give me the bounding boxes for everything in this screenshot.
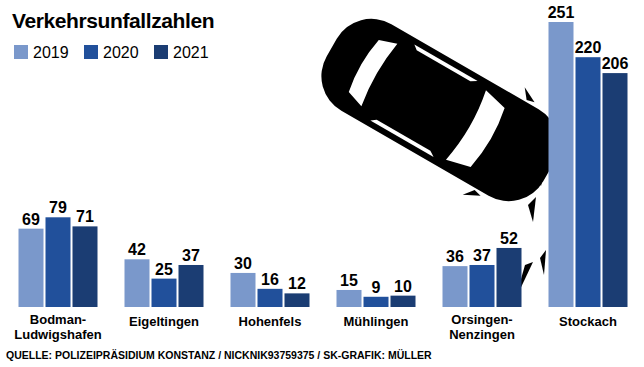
data-label: 9 [372,279,381,296]
data-label: 25 [155,261,173,278]
category-label: Bodman-Ludwigshafen [14,312,101,342]
data-label: 10 [394,278,412,295]
data-label: 79 [49,199,67,216]
data-label: 15 [340,272,358,289]
crash-shard [540,250,546,275]
car-body [307,4,574,216]
car-mirror [463,186,482,203]
legend-label: 2019 [33,44,69,61]
legend-swatch [14,45,28,59]
bar [231,273,256,307]
data-label: 42 [128,241,146,258]
bar [179,265,204,307]
bar [497,248,522,307]
bar [258,289,283,307]
car-mirror [520,87,539,104]
crash-shard [535,168,545,186]
bar [443,266,468,307]
category-label-line: Nenzingen [449,327,515,342]
bar [125,259,150,307]
crash-shard [528,197,536,222]
car-side-window [370,117,435,157]
category-label: Orsingen-Nenzingen [449,312,515,342]
category-label: Mühlingen [344,314,409,329]
category-label-line: Bodman- [30,312,86,327]
legend-label: 2020 [103,44,139,61]
data-label: 37 [182,247,200,264]
data-label: 220 [575,39,602,56]
category-label-line: Ludwigshafen [14,327,101,342]
source: QUELLE: POLIZEIPRÄSIDIUM KONSTANZ / NICK… [6,349,432,361]
bar [470,265,495,307]
data-label: 52 [500,230,518,247]
data-label: 30 [234,255,252,272]
car-rear-window [343,33,397,106]
category-label: Hohenfels [239,314,302,329]
bar [73,226,98,307]
data-label: 36 [446,248,464,265]
car-side-window [412,44,477,84]
bar [576,57,601,307]
category-label-line: Orsingen- [451,312,512,327]
data-label: 37 [473,247,491,264]
bar [152,279,177,307]
chart-container: Verkehrsunfallzahlen 2019 2020 2021 69 42 30 15… [0,0,644,367]
category-label: Stockach [559,314,617,329]
car-illustration [301,0,580,226]
legend-label: 2021 [173,44,209,61]
crash-shard [503,146,513,160]
legend-swatch [154,45,168,59]
title: Verkehrsunfallzahlen [12,9,214,32]
chart-svg: Verkehrsunfallzahlen 2019 2020 2021 69 42 30 15… [0,0,644,367]
bar [391,296,416,307]
data-label: 12 [288,275,306,292]
category-label: Eigeltingen [129,314,199,329]
data-label: 69 [22,211,40,228]
legend-swatch [84,45,98,59]
bar [285,293,310,307]
bar [19,229,44,307]
bars [19,22,628,307]
data-label: 16 [261,271,279,288]
data-label: 206 [602,55,629,72]
bar [549,22,574,307]
bar [46,217,71,307]
bar [364,297,389,307]
car-windshield [446,90,511,174]
bar [603,73,628,307]
data-label: 71 [76,208,94,225]
bar [337,290,362,307]
data-label: 251 [548,4,575,21]
